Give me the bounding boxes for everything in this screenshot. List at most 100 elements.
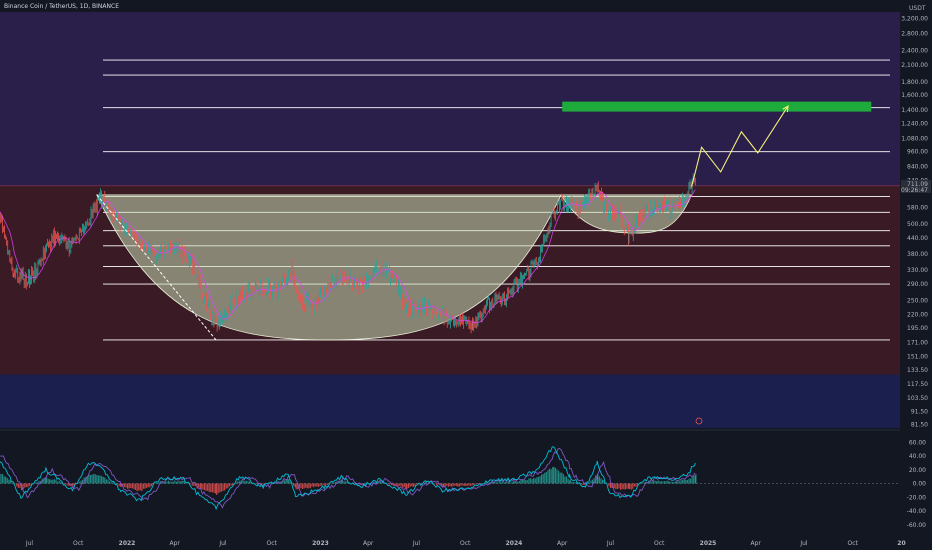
price-tick-label: 580.00 bbox=[907, 204, 928, 211]
oscillator-histogram-bar bbox=[30, 483, 32, 486]
oscillator-histogram-bar bbox=[671, 482, 674, 484]
oscillator-histogram-bar bbox=[52, 479, 54, 484]
price-tick-label: 1,800.00 bbox=[901, 79, 928, 86]
oscillator-histogram-bar bbox=[280, 481, 282, 484]
oscillator-histogram-bar bbox=[517, 481, 519, 484]
oscillator-histogram-bar bbox=[177, 481, 179, 484]
oscillator-histogram-bar bbox=[321, 483, 323, 486]
oscillator-histogram-bar bbox=[623, 483, 625, 490]
oscillator-histogram-bar bbox=[542, 474, 544, 484]
oscillator-histogram-bar bbox=[547, 470, 549, 484]
oscillator-histogram-bar bbox=[127, 483, 129, 489]
oscillator-tick-label: 60.00 bbox=[909, 439, 926, 446]
oscillator-histogram-bar bbox=[667, 480, 669, 484]
oscillator-histogram-bar bbox=[476, 483, 478, 485]
oscillator-histogram-bar bbox=[182, 480, 184, 484]
zone-lower bbox=[0, 374, 900, 428]
oscillator-histogram-bar bbox=[214, 483, 217, 494]
oscillator-histogram-bar bbox=[545, 472, 547, 484]
oscillator-histogram-bar bbox=[43, 478, 45, 484]
oscillator-histogram-bar bbox=[497, 482, 499, 484]
oscillator-histogram-bar bbox=[125, 483, 127, 488]
oscillator-histogram-bar bbox=[112, 482, 114, 484]
price-tick-label: 151.00 bbox=[907, 353, 928, 360]
currency-label: USDT bbox=[909, 5, 926, 12]
oscillator-histogram-bar bbox=[520, 479, 522, 484]
time-axis-label: Oct bbox=[267, 540, 278, 547]
time-axis-label: Jul bbox=[606, 540, 615, 547]
oscillator-histogram-bar bbox=[49, 479, 51, 484]
oscillator-histogram-bar bbox=[339, 481, 341, 484]
oscillator-histogram-bar bbox=[73, 483, 76, 486]
oscillator-histogram-bar bbox=[615, 483, 617, 490]
oscillator-histogram-bar bbox=[597, 473, 599, 484]
oscillator-histogram-bar bbox=[685, 480, 687, 484]
time-axis-label: 2023 bbox=[312, 540, 329, 547]
oscillator-histogram-bar bbox=[620, 483, 622, 490]
oscillator-histogram-bar bbox=[144, 483, 146, 489]
oscillator-histogram-bar bbox=[442, 483, 445, 487]
oscillator-histogram-bar bbox=[523, 479, 525, 484]
oscillator-histogram-bar bbox=[239, 480, 241, 484]
price-tick-label: 81.50 bbox=[911, 421, 928, 428]
oscillator-histogram-bar bbox=[220, 483, 223, 492]
oscillator-histogram-bar bbox=[216, 483, 218, 495]
oscillator-histogram-bar bbox=[263, 483, 265, 486]
oscillator-histogram-bar bbox=[582, 483, 584, 485]
oscillator-histogram-bar bbox=[501, 481, 503, 484]
oscillator-histogram-bar bbox=[460, 483, 462, 486]
oscillator-histogram-bar bbox=[3, 476, 5, 484]
oscillator-histogram-bar bbox=[381, 482, 383, 484]
price-tick-label: 117.50 bbox=[907, 381, 928, 388]
oscillator-histogram-bar bbox=[14, 483, 16, 485]
last-price-label: 711.09 bbox=[907, 181, 928, 188]
oscillator-histogram-bar bbox=[285, 479, 287, 484]
oscillator-histogram-bar bbox=[506, 482, 508, 484]
oscillator-histogram-bar bbox=[554, 467, 556, 484]
oscillator-histogram-bar bbox=[688, 478, 690, 484]
oscillator-histogram-bar bbox=[390, 483, 393, 485]
oscillator-histogram-bar bbox=[99, 475, 101, 484]
oscillator-histogram-bar bbox=[389, 483, 391, 485]
oscillator-histogram-bar bbox=[618, 483, 620, 489]
oscillator-histogram-bar bbox=[426, 482, 428, 484]
oscillator-histogram-bar bbox=[275, 482, 278, 484]
oscillator-histogram-bar bbox=[644, 481, 647, 484]
oscillator-histogram-bar bbox=[469, 483, 472, 486]
oscillator-histogram-bar bbox=[471, 483, 473, 486]
oscillator-histogram-bar bbox=[489, 482, 491, 484]
oscillator-histogram-bar bbox=[211, 483, 214, 493]
oscillator-histogram-bar bbox=[242, 480, 244, 484]
oscillator-histogram-bar bbox=[24, 483, 26, 488]
oscillator-histogram-bar bbox=[591, 479, 594, 484]
time-axis-label: 2024 bbox=[506, 540, 523, 547]
oscillator-histogram-bar bbox=[138, 483, 140, 491]
oscillator-histogram-bar bbox=[654, 480, 656, 484]
oscillator-histogram-bar bbox=[89, 475, 92, 484]
oscillator-histogram-bar bbox=[309, 483, 312, 489]
price-tick-label: 380.00 bbox=[907, 251, 928, 258]
oscillator-histogram-bar bbox=[534, 478, 536, 484]
oscillator-histogram-bar bbox=[526, 480, 528, 484]
oscillator-histogram-bar bbox=[217, 483, 219, 494]
oscillator-histogram-bar bbox=[207, 483, 209, 491]
oscillator-histogram-bar bbox=[247, 481, 249, 484]
oscillator-histogram-bar bbox=[11, 482, 13, 484]
oscillator-histogram-bar bbox=[468, 483, 470, 486]
oscillator-histogram-bar bbox=[0, 473, 2, 484]
oscillator-histogram-bar bbox=[616, 483, 619, 490]
oscillator-histogram-bar bbox=[395, 483, 397, 486]
oscillator-histogram-bar bbox=[108, 481, 111, 484]
oscillator-histogram-bar bbox=[131, 483, 133, 489]
oscillator-histogram-bar bbox=[228, 483, 230, 487]
oscillator-histogram-bar bbox=[203, 483, 206, 491]
oscillator-histogram-bar bbox=[673, 481, 675, 484]
oscillator-histogram-bar bbox=[236, 481, 238, 484]
oscillator-histogram-bar bbox=[83, 477, 85, 484]
oscillator-histogram-bar bbox=[525, 480, 527, 484]
oscillator-histogram-bar bbox=[348, 482, 350, 484]
time-axis-label: Jul bbox=[412, 540, 421, 547]
oscillator-histogram-bar bbox=[130, 483, 132, 489]
